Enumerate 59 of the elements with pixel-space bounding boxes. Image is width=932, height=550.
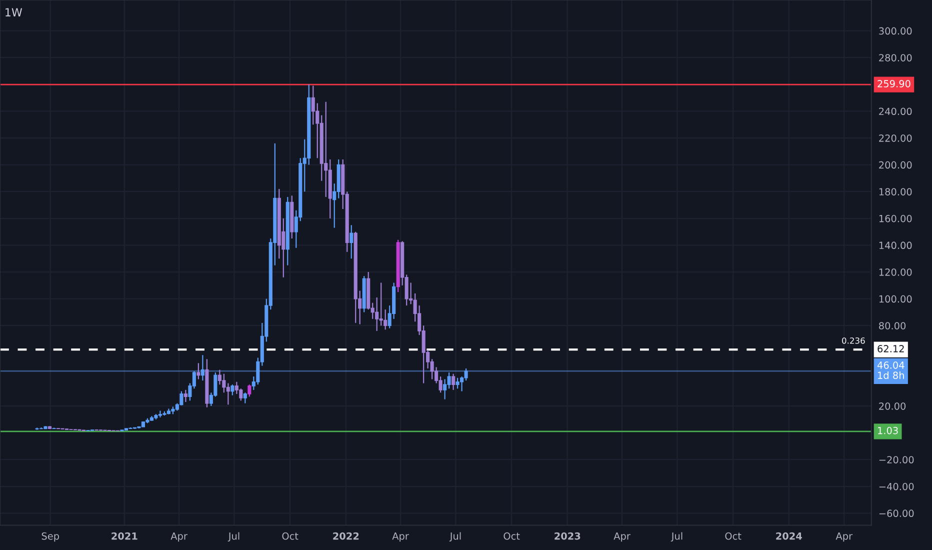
y-tick-label: 160.00: [879, 214, 912, 222]
x-tick-label: 2024: [776, 532, 802, 540]
candlestick: [158, 410, 162, 418]
candlestick: [234, 381, 238, 394]
y-tick-label: 280.00: [879, 54, 912, 62]
candlestick: [311, 85, 315, 126]
candlestick: [452, 373, 456, 390]
x-tick-label: Oct: [725, 532, 742, 540]
candlestick: [384, 308, 388, 330]
x-tick-label: Jul: [670, 532, 682, 542]
candlestick: [375, 296, 379, 332]
x-tick-label: Jul: [228, 532, 240, 542]
y-tick-label: 80.00: [879, 322, 906, 330]
candlestick: [464, 368, 468, 382]
x-tick-label: Oct: [504, 532, 520, 540]
ref-line-label: 62.12: [878, 345, 904, 352]
candlestick: [248, 384, 252, 398]
text: 1W: [6, 8, 22, 16]
candlestick: [239, 388, 243, 402]
candlestick: [447, 372, 451, 390]
y-tick-label: 300.00: [879, 27, 912, 35]
y-tick-label: 240.00: [879, 108, 912, 116]
x-tick-label: 2023: [554, 532, 580, 540]
candlestick: [222, 373, 226, 394]
x-tick-label: Apr: [392, 532, 409, 542]
x-tick-label: 2022: [333, 532, 359, 540]
y-tick-label: −20.00: [879, 456, 914, 464]
candlestick: [379, 282, 383, 326]
x-tick-label: Apr: [170, 532, 188, 542]
candlestick: [456, 377, 460, 390]
candlestick: [230, 384, 234, 396]
y-tick-label: 140.00: [879, 242, 912, 250]
candlestick: [184, 389, 188, 403]
y-tick-label: −60.00: [879, 510, 914, 518]
y-tick-label: 120.00: [879, 268, 912, 276]
x-tick-label: Apr: [614, 532, 630, 542]
candlestick: [200, 354, 204, 382]
y-tick-label: −40.00: [879, 482, 914, 490]
ref-line-label: 259.90: [878, 80, 910, 88]
x-tick-label: Apr: [836, 532, 853, 542]
annotation: 0.236: [842, 337, 865, 344]
candlestick: [218, 369, 222, 386]
ref-line-label: 46.04 1d 8h: [877, 362, 904, 379]
x-tick-label: Jul: [449, 532, 461, 542]
candlestick: [324, 101, 328, 198]
y-tick-label: 200.00: [879, 161, 912, 169]
candlestick: [196, 362, 200, 380]
y-tick-label: 20.00: [879, 402, 906, 410]
y-tick-label: 100.00: [879, 295, 912, 303]
candlestick: [443, 378, 447, 400]
candlestick: [226, 382, 230, 406]
candlestick: [350, 224, 354, 260]
y-tick-label: 180.00: [879, 188, 912, 196]
ref-line-label: 1.03: [878, 426, 898, 434]
y-tick-label: 220.00: [879, 134, 912, 142]
x-tick-label: Oct: [282, 532, 298, 540]
x-tick-label: 2021: [112, 532, 138, 540]
x-tick-label: Sep: [42, 532, 59, 542]
candlestick: [243, 392, 247, 404]
